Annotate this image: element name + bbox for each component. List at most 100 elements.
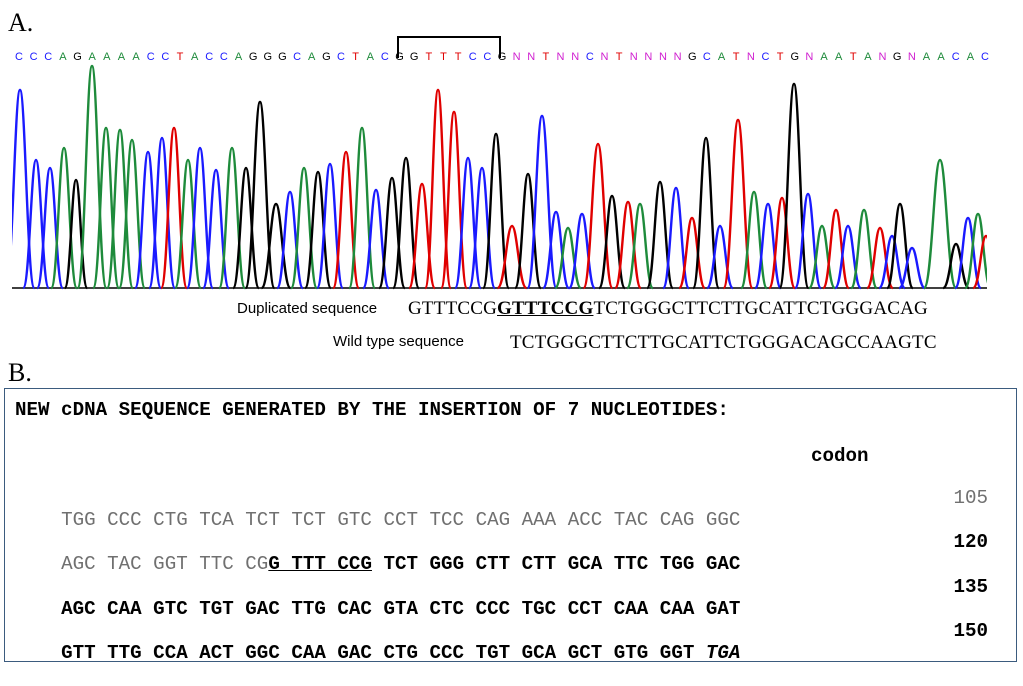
base-call: T — [440, 51, 447, 63]
duplicated-prefix: GTTTCCG — [408, 298, 498, 319]
trace-peak — [106, 128, 134, 290]
trace-peak — [706, 224, 734, 290]
base-call: C — [468, 51, 477, 63]
sequence-row-3: AGC CAA GTC TGT GAC TTG CAC GTA CTC CCC … — [15, 576, 740, 620]
sequence-row-2: AGC TAC GGT TTC CGG TTT CCG TCT GGG CTT … — [15, 531, 740, 575]
trace-peak — [582, 142, 614, 290]
trace-peak — [76, 64, 108, 290]
trace-peak — [348, 126, 376, 290]
trace-peak — [496, 224, 528, 290]
base-call: T — [776, 51, 784, 63]
duplicated-sequence: GTTTCCGGTTTCCGTCTGGGCTTCTTGCATTCTGGGACAG — [408, 298, 928, 320]
base-call: N — [644, 51, 653, 63]
trace-peak — [614, 200, 642, 290]
trace-peak — [692, 136, 720, 290]
trace-peak — [92, 126, 120, 290]
row4-sequence: GTT TTG CCA ACT GGC CAA GAC CTG CCC TGT … — [61, 642, 706, 664]
row3-codon-number: 135 — [953, 576, 988, 598]
trace-peak — [63, 178, 89, 290]
base-call: C — [29, 51, 38, 63]
base-call: G — [322, 51, 331, 63]
duplicated-insert: GTTTCCG — [497, 298, 594, 319]
base-call: G — [409, 51, 419, 63]
base-call: A — [234, 51, 243, 63]
base-call: A — [59, 51, 67, 63]
base-call: G — [687, 51, 697, 63]
trace-peak — [922, 158, 958, 290]
codon-label: codon — [811, 445, 869, 467]
trace-peak — [218, 146, 246, 290]
trace-peak — [866, 226, 894, 290]
row2-sequence-grey: AGC TAC GGT TTC CG — [61, 553, 269, 575]
trace-peak — [972, 234, 987, 290]
trace-peak — [304, 170, 332, 290]
stop-codon: TGA — [705, 642, 741, 664]
trace-peak — [378, 176, 406, 290]
base-call: C — [161, 51, 170, 63]
base-call: T — [849, 51, 857, 63]
trace-peak — [36, 166, 64, 290]
trace-peak — [626, 202, 654, 290]
trace-peak — [850, 208, 878, 290]
trace-peak — [722, 118, 754, 290]
base-call: G — [892, 51, 902, 63]
row2-sequence-bold: TCT GGG CTT CTT GCA TTC TGG GAC — [371, 553, 741, 575]
trace-peak — [778, 82, 810, 290]
duplicated-sequence-label: Duplicated sequence — [237, 300, 378, 317]
base-call: N — [673, 51, 682, 63]
base-call: N — [907, 51, 916, 63]
trace-peak — [232, 166, 260, 290]
base-call: C — [15, 51, 23, 63]
sequence-row-4: GTT TTG CCA ACT GGC CAA GAC CTG CCC TGT … — [15, 620, 740, 664]
row2-codon-number: 120 — [953, 531, 988, 553]
base-call: G — [497, 51, 507, 63]
base-call: C — [483, 51, 492, 63]
base-call: N — [805, 51, 814, 63]
trace-peak — [542, 210, 570, 290]
cdna-sequence-box: NEW cDNA SEQUENCE GENERATED BY THE INSER… — [4, 388, 1017, 664]
duplication-bracket — [397, 36, 501, 58]
base-call: C — [585, 51, 594, 63]
base-call: C — [702, 51, 711, 63]
base-call: A — [103, 51, 111, 63]
base-call: A — [922, 51, 931, 63]
trace-peak — [12, 88, 36, 290]
base-call: C — [951, 51, 960, 63]
base-call: A — [820, 51, 828, 63]
trace-peak — [822, 208, 850, 290]
chromatogram-trace — [12, 64, 987, 290]
duplicated-suffix: TCTGGGCTTCTTGCATTCTGGGACAG — [593, 298, 928, 319]
trace-peak — [408, 182, 436, 290]
trace-peak — [942, 242, 970, 290]
base-call: T — [615, 51, 623, 63]
base-call: C — [219, 51, 228, 63]
base-call: N — [878, 51, 887, 63]
trace-peak — [276, 190, 304, 290]
base-call: G — [278, 51, 287, 63]
base-call: A — [937, 51, 945, 63]
panel-a-label: A. — [8, 8, 34, 37]
base-call: C — [293, 51, 302, 63]
base-call: A — [834, 51, 843, 63]
trace-peak — [886, 202, 914, 290]
base-call: T — [732, 51, 740, 63]
trace-peak — [646, 180, 674, 290]
base-call: A — [864, 51, 872, 63]
row4-codon-number: 150 — [953, 620, 988, 642]
trace-peak — [424, 88, 452, 290]
base-call: T — [454, 51, 462, 63]
row2-inserted-nucleotides: G TTT CCG — [268, 553, 372, 575]
base-call: A — [717, 51, 726, 63]
base-call: A — [190, 51, 199, 63]
base-call: N — [556, 51, 565, 63]
trace-peak — [440, 110, 468, 290]
base-call: A — [88, 51, 96, 63]
trace-peak — [568, 212, 596, 290]
trace-peak — [954, 216, 982, 290]
sequence-row-1: TGG CCC CTG TCA TCT TCT GTC CCT TCC CAG … — [15, 487, 740, 531]
base-call: G — [263, 51, 273, 63]
trace-peak — [174, 158, 202, 290]
base-call: C — [44, 51, 53, 63]
base-call: G — [790, 51, 799, 63]
